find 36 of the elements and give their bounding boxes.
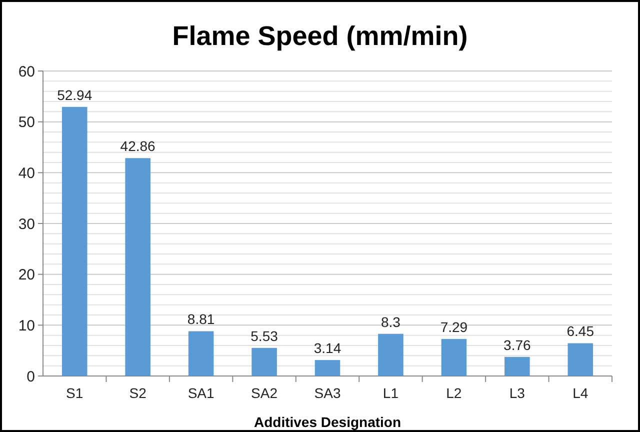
x-axis-title: Additives Designation [254,414,402,430]
bar [125,158,150,376]
x-tick-label: SA1 [188,385,214,401]
y-tick-label: 40 [18,164,35,182]
bar [504,356,530,376]
data-label: 52.94 [57,86,92,103]
bar [314,360,340,376]
x-tick-label: S1 [66,385,84,401]
bar [62,106,88,376]
x-tick-label: S2 [129,385,147,401]
bar [568,343,594,376]
y-tick-label: 10 [18,317,35,334]
x-tick-label: SA3 [314,385,341,401]
data-label: 3.14 [314,340,342,356]
y-tick-label: 20 [18,266,35,284]
x-tick-label: L2 [446,385,462,401]
bar [188,331,214,376]
data-label: 7.29 [440,318,468,335]
y-tick-label: 50 [18,114,35,132]
y-tick-label: 0 [26,368,35,386]
data-label: 6.45 [566,323,594,340]
data-label: 8.3 [380,314,401,330]
data-label: 8.81 [187,311,215,328]
x-tick-label: L1 [382,385,399,401]
data-label: 42.86 [120,138,156,154]
x-tick-label: L4 [572,385,588,401]
data-label: 5.53 [250,328,278,344]
y-tick-label: 60 [18,63,35,80]
bar [441,338,467,376]
x-tick-label: SA2 [251,385,278,401]
y-tick-label: 30 [18,216,35,233]
data-label: 3.76 [504,336,532,353]
bar [378,334,404,376]
x-tick-label: L3 [509,385,526,401]
chart-title: Flame Speed (mm/min) [172,21,468,51]
bar [252,348,277,376]
